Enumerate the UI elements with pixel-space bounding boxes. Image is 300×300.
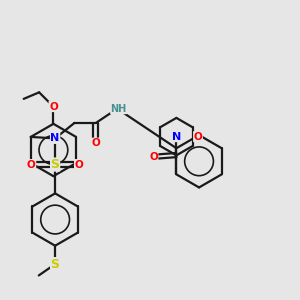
Text: O: O — [27, 160, 36, 170]
Text: S: S — [51, 258, 60, 271]
Text: O: O — [92, 138, 100, 148]
Text: N: N — [172, 132, 181, 142]
Text: O: O — [49, 102, 58, 112]
Text: O: O — [194, 132, 202, 142]
Text: NH: NH — [111, 104, 127, 114]
Text: S: S — [51, 158, 60, 171]
Text: O: O — [149, 152, 158, 161]
Text: O: O — [74, 160, 83, 170]
Text: N: N — [50, 134, 60, 143]
